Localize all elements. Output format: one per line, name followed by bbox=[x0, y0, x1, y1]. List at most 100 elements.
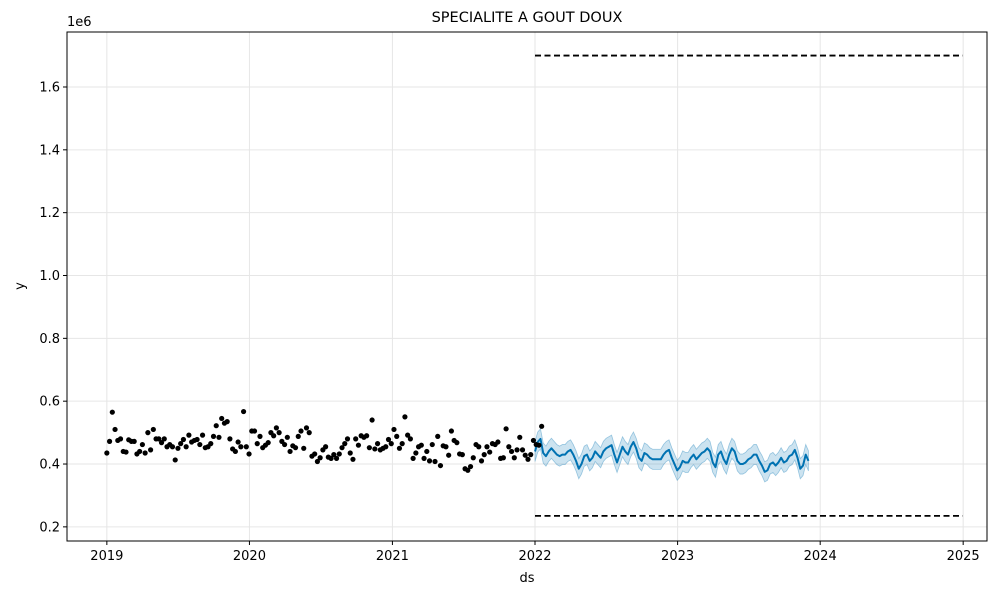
observed-point bbox=[514, 447, 520, 453]
observed-point bbox=[156, 436, 162, 442]
observed-point bbox=[339, 445, 345, 451]
observed-point bbox=[470, 455, 476, 461]
observed-point bbox=[194, 436, 200, 443]
observed-point bbox=[169, 444, 176, 450]
observed-point bbox=[123, 449, 129, 455]
observed-point bbox=[364, 433, 370, 439]
observed-point bbox=[271, 433, 277, 439]
observed-point bbox=[385, 436, 392, 443]
observed-point bbox=[306, 430, 312, 436]
observed-point bbox=[448, 428, 455, 434]
x-tick-label: 2022 bbox=[518, 549, 551, 564]
observed-point bbox=[413, 450, 419, 456]
observed-point bbox=[183, 444, 189, 450]
observed-point bbox=[435, 433, 441, 439]
observed-point bbox=[432, 458, 438, 465]
observed-point bbox=[317, 455, 323, 461]
observed-point bbox=[407, 436, 413, 442]
forecast-line bbox=[534, 437, 810, 473]
observed-point bbox=[426, 458, 433, 464]
observed-point bbox=[388, 441, 394, 447]
observed-point bbox=[240, 408, 247, 415]
observed-point bbox=[503, 426, 509, 432]
observed-point bbox=[295, 433, 301, 439]
observed-point bbox=[495, 439, 501, 445]
y-tick-label: 1.4 bbox=[39, 143, 60, 158]
observed-point bbox=[347, 450, 353, 456]
plot-frame bbox=[66, 31, 988, 542]
observed-point bbox=[336, 451, 342, 457]
observed-point bbox=[148, 447, 154, 453]
observed-point bbox=[405, 432, 411, 438]
observed-point bbox=[508, 448, 515, 455]
cap-floor-lines bbox=[535, 54, 963, 517]
observed-point bbox=[227, 436, 233, 442]
observed-point bbox=[246, 451, 252, 457]
observed-point bbox=[142, 450, 148, 456]
observed-point bbox=[355, 442, 362, 448]
observed-point bbox=[213, 423, 219, 429]
observed-point bbox=[366, 445, 372, 451]
observed-point bbox=[312, 451, 318, 457]
x-tick-label: 2024 bbox=[804, 549, 837, 564]
observed-point bbox=[150, 426, 156, 433]
observed-point bbox=[197, 441, 203, 448]
observed-point bbox=[539, 423, 545, 429]
observed-point bbox=[374, 441, 381, 447]
observed-point bbox=[344, 436, 351, 442]
plot-background bbox=[67, 32, 987, 541]
y-axis-label: y bbox=[13, 282, 28, 290]
observed-point bbox=[145, 430, 151, 436]
grid bbox=[67, 32, 987, 541]
observed-point bbox=[519, 447, 526, 453]
observed-point bbox=[251, 428, 258, 434]
observed-point bbox=[443, 444, 449, 450]
observed-point bbox=[369, 417, 375, 423]
y-tick-label: 0.2 bbox=[39, 520, 60, 535]
observed-point bbox=[328, 455, 334, 461]
observed-point bbox=[399, 441, 405, 447]
observed-point bbox=[353, 436, 359, 442]
observed-point bbox=[402, 414, 408, 420]
observed-point bbox=[429, 441, 435, 448]
observed-point bbox=[232, 448, 238, 455]
observed-point bbox=[454, 440, 460, 446]
observed-point bbox=[437, 462, 444, 469]
observed-point bbox=[292, 445, 299, 451]
y-tick-label: 1.6 bbox=[39, 80, 60, 95]
observed-point bbox=[391, 426, 397, 433]
observed-point bbox=[500, 455, 506, 461]
observed-point bbox=[131, 438, 137, 444]
x-axis-label: ds bbox=[519, 571, 534, 586]
y-tick-label: 0.4 bbox=[39, 458, 60, 473]
observed-point bbox=[530, 437, 537, 444]
observed-point bbox=[199, 432, 206, 438]
observed-point bbox=[383, 444, 389, 450]
observed-point bbox=[265, 440, 271, 446]
observed-point bbox=[273, 425, 279, 431]
observed-point bbox=[109, 409, 115, 415]
x-tick-label: 2020 bbox=[233, 549, 266, 564]
observed-point bbox=[528, 452, 534, 458]
forecast-yhat-line bbox=[534, 437, 810, 473]
observed-point bbox=[117, 436, 124, 442]
observed-point bbox=[186, 432, 192, 438]
observed-point bbox=[525, 456, 531, 462]
observed-point bbox=[172, 457, 178, 463]
observed-point bbox=[257, 433, 263, 439]
observed-point bbox=[276, 430, 282, 436]
observed-point bbox=[372, 446, 378, 452]
observed-point bbox=[350, 456, 356, 462]
observed-point bbox=[139, 441, 145, 448]
observed-point bbox=[396, 445, 403, 451]
observed-point bbox=[481, 452, 487, 458]
observed-point bbox=[210, 433, 217, 439]
observed-point bbox=[287, 448, 293, 455]
observed-point bbox=[323, 444, 329, 450]
y-axis: 0.2 0.4 0.6 0.8 1.0 1.2 1.4 1.6 bbox=[39, 80, 67, 535]
observed-point bbox=[424, 448, 430, 455]
observed-point bbox=[238, 444, 244, 450]
observed-point bbox=[333, 455, 340, 461]
observed-point bbox=[175, 445, 181, 451]
observed-point bbox=[303, 425, 310, 431]
